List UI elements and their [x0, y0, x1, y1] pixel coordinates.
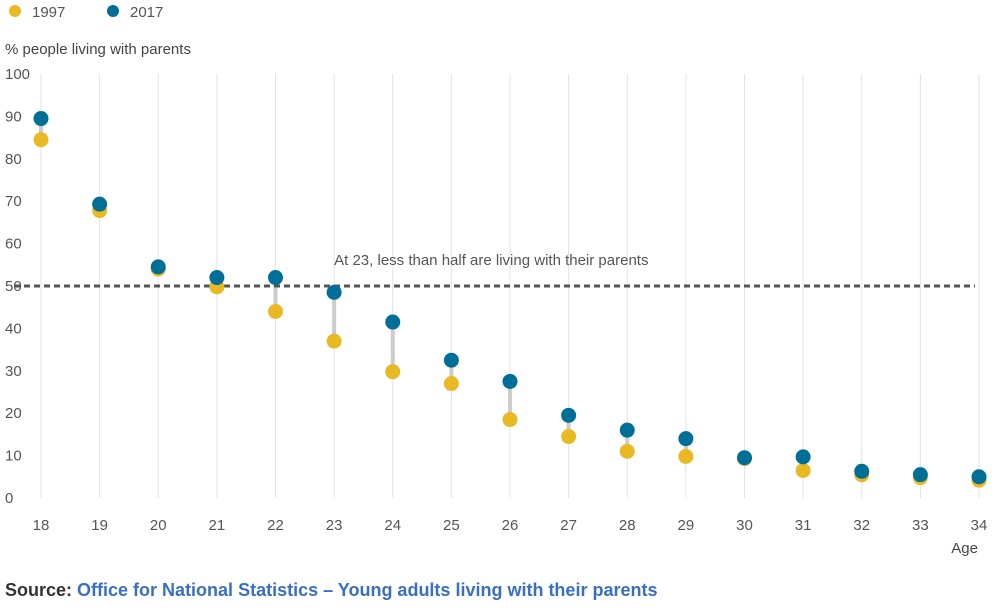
x-axis: 18 19 20 21 22 23 24 25 26 27 28 29 30 31 32 33 34: [33, 517, 988, 534]
y-tick-0: 0: [5, 490, 13, 507]
point-2017-33: [912, 467, 928, 483]
legend-marker-2017: [107, 5, 119, 17]
point-2017-22: [268, 270, 283, 286]
point-2017-24: [385, 314, 401, 330]
y-tick-90: 90: [5, 108, 22, 125]
chart: 1997 2017 % people living with parents 0 1…: [5, 4, 988, 557]
source-link[interactable]: Office for National Statistics – Young a…: [77, 580, 658, 600]
y-tick-70: 70: [5, 193, 22, 210]
point-2017-23: [326, 284, 342, 300]
y-tick-30: 30: [5, 363, 22, 380]
y-axis-label: % people living with parents: [5, 41, 191, 58]
point-1997-27: [561, 429, 577, 445]
point-1997-25: [443, 376, 459, 392]
x-tick-27: 27: [560, 517, 577, 534]
data-points: [33, 111, 987, 488]
legend-marker-1997: [9, 5, 21, 17]
source-note: Source: Office for National Statistics –…: [5, 580, 657, 601]
point-2017-30: [737, 450, 752, 466]
point-2017-19: [92, 196, 108, 212]
x-tick-30: 30: [736, 517, 753, 534]
legend-label-1997: 1997: [32, 4, 65, 21]
x-tick-19: 19: [91, 517, 108, 534]
point-1997-18: [33, 132, 49, 148]
legend: 1997 2017: [9, 4, 163, 21]
legend-label-2017: 2017: [130, 4, 163, 21]
point-1997-26: [502, 412, 518, 428]
y-tick-40: 40: [5, 320, 22, 337]
point-2017-25: [443, 352, 459, 368]
point-1997-22: [268, 303, 283, 319]
x-tick-22: 22: [267, 517, 284, 534]
x-tick-26: 26: [502, 517, 519, 534]
x-tick-18: 18: [33, 517, 50, 534]
x-tick-25: 25: [443, 517, 460, 534]
point-2017-28: [619, 422, 635, 438]
point-1997-29: [678, 448, 694, 464]
x-tick-21: 21: [209, 517, 226, 534]
y-tick-80: 80: [5, 151, 22, 168]
point-2017-27: [561, 407, 577, 423]
y-tick-50: 50: [5, 278, 22, 295]
x-axis-label: Age: [951, 540, 978, 557]
point-2017-34: [971, 469, 987, 485]
point-2017-21: [209, 270, 225, 286]
point-1997-28: [619, 443, 635, 459]
point-2017-26: [502, 373, 518, 389]
point-1997-24: [385, 364, 401, 380]
point-2017-31: [795, 449, 811, 465]
x-tick-33: 33: [912, 517, 929, 534]
y-tick-60: 60: [5, 236, 22, 253]
x-tick-24: 24: [384, 517, 401, 534]
point-1997-23: [326, 333, 342, 349]
x-tick-23: 23: [326, 517, 343, 534]
y-tick-10: 10: [5, 448, 22, 465]
x-tick-32: 32: [853, 517, 870, 534]
point-2017-20: [150, 259, 166, 275]
point-2017-29: [678, 431, 694, 447]
y-axis: 0 10 20 30 40 50 60 70 80 90 100: [5, 66, 30, 507]
x-tick-20: 20: [150, 517, 167, 534]
y-tick-20: 20: [5, 405, 22, 422]
x-tick-31: 31: [795, 517, 812, 534]
point-1997-31: [795, 462, 811, 478]
source-prefix: Source:: [5, 580, 73, 600]
annotation: At 23, less than half are living with th…: [334, 252, 648, 269]
x-tick-34: 34: [971, 517, 988, 534]
point-2017-32: [854, 463, 870, 479]
x-tick-29: 29: [678, 517, 695, 534]
y-tick-100: 100: [5, 66, 30, 83]
point-2017-18: [33, 111, 49, 127]
x-tick-28: 28: [619, 517, 636, 534]
